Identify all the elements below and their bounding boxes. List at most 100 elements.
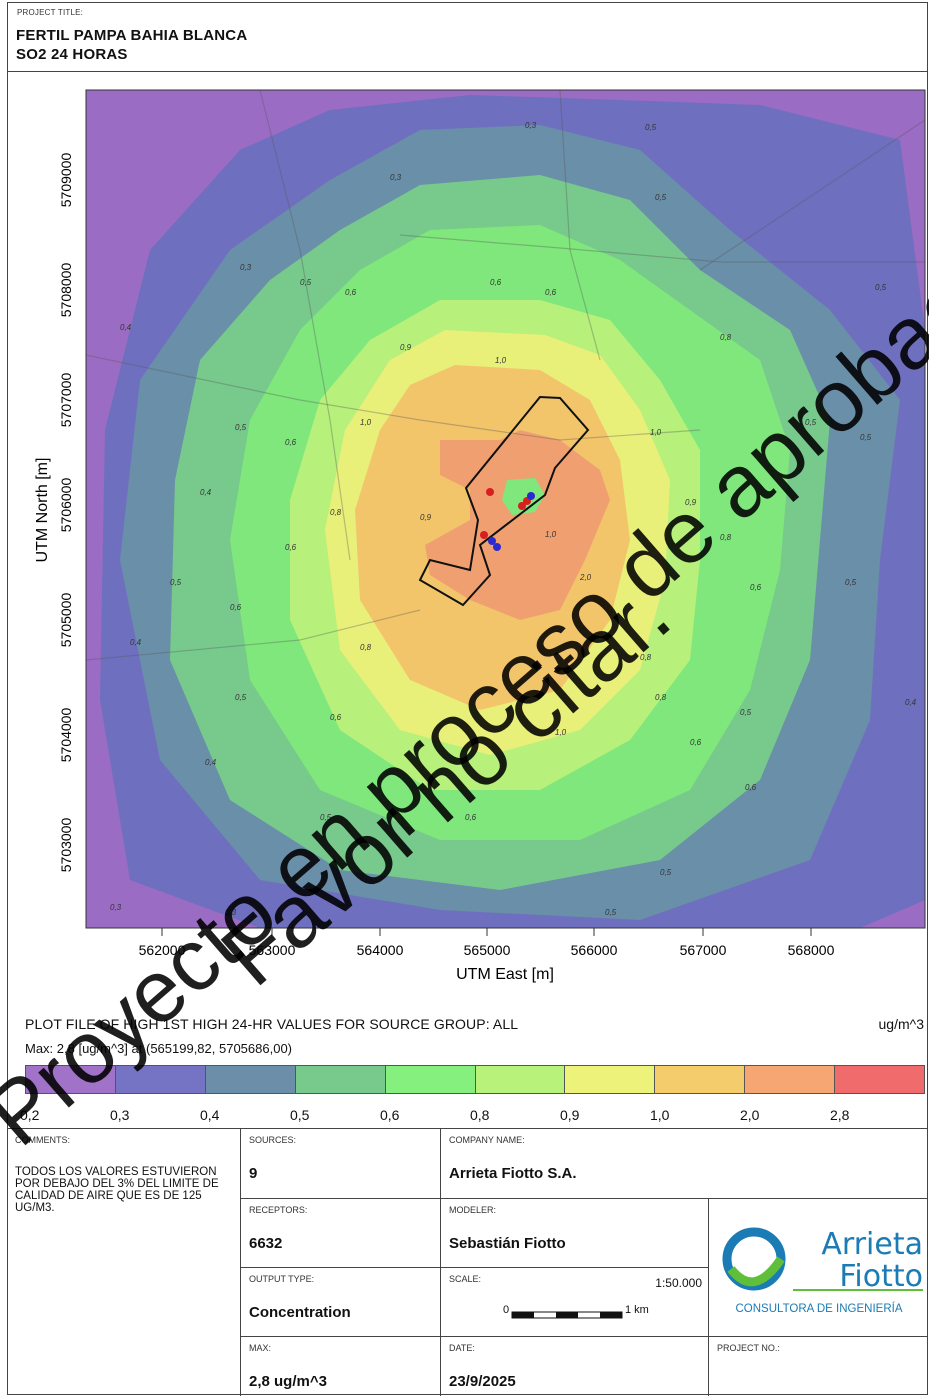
company-cell: COMPANY NAME: Arrieta Fiotto S.A. bbox=[440, 1129, 928, 1198]
comments-label: COMMENTS: bbox=[15, 1135, 70, 1145]
contour-label: 0,4 bbox=[130, 638, 142, 647]
contour-label: 0,5 bbox=[235, 693, 247, 702]
project-no-cell: PROJECT NO.: bbox=[708, 1336, 928, 1396]
x-tick-label: 566000 bbox=[571, 942, 618, 958]
legend-label: 0,6 bbox=[380, 1107, 400, 1123]
legend-label: 0,9 bbox=[560, 1107, 580, 1123]
legend-swatch bbox=[115, 1066, 206, 1093]
y-tick-label: 5703000 bbox=[58, 818, 74, 873]
scale-value: 1:50.000 bbox=[655, 1276, 702, 1290]
contour-label: 0,5 bbox=[805, 418, 817, 427]
contour-map: 0,3 0,4 0,3 0,3 0,5 0,5 0,5 0,6 0,6 0,6 0,9 1,0 0,5 0… bbox=[34, 89, 926, 983]
source-markers bbox=[480, 488, 535, 551]
logo-line2: Fiotto bbox=[839, 1259, 923, 1294]
x-axis-ticks: 562000 563000 564000 565000 566000 567000 5680… bbox=[139, 928, 835, 958]
modeler-value: Sebastián Fiotto bbox=[449, 1235, 566, 1252]
color-legend bbox=[25, 1065, 925, 1094]
project-title-line2: SO2 24 HORAS bbox=[16, 46, 128, 63]
max-value: 2,8 ug/m^3 bbox=[249, 1373, 327, 1390]
receptors-value: 6632 bbox=[249, 1235, 283, 1252]
contour-label: 1,0 bbox=[545, 530, 557, 539]
scale-bar bbox=[511, 1311, 623, 1319]
contour-label: 0,5 bbox=[645, 123, 657, 132]
legend-label: 0,3 bbox=[110, 1107, 130, 1123]
contour-label: 2,0 bbox=[579, 573, 592, 582]
max-value-line: Max: 2,8 [ug/m^3] at (565199,82, 5705686… bbox=[25, 1041, 293, 1056]
y-tick-label: 5707000 bbox=[58, 373, 74, 428]
contour-label: 1,0 bbox=[555, 728, 567, 737]
modeler-label: MODELER: bbox=[449, 1205, 497, 1215]
contour-label: 0,6 bbox=[230, 603, 242, 612]
modeler-cell: MODELER: Sebastián Fiotto bbox=[440, 1198, 708, 1267]
contour-label: 1,0 bbox=[495, 356, 507, 365]
contour-label: 0,9 bbox=[400, 343, 412, 352]
x-tick-label: 564000 bbox=[357, 942, 404, 958]
project-no-label: PROJECT NO.: bbox=[717, 1343, 780, 1353]
contour-label: 0,5 bbox=[605, 908, 617, 917]
company-label: COMPANY NAME: bbox=[449, 1135, 525, 1145]
contour-label: 0,6 bbox=[330, 713, 342, 722]
legend-swatch bbox=[295, 1066, 386, 1093]
map-border bbox=[85, 89, 926, 929]
legend-swatch bbox=[26, 1066, 116, 1093]
contour-label: 0,8 bbox=[640, 653, 652, 662]
contour-label: 0,4 bbox=[905, 698, 917, 707]
contour-label: 0,3 bbox=[110, 903, 122, 912]
contour-label: 0,9 bbox=[685, 498, 697, 507]
logo-line1: Arrieta bbox=[821, 1227, 923, 1262]
contour-label: 0,4 bbox=[205, 758, 217, 767]
contour-label: 0,8 bbox=[655, 693, 667, 702]
scale-zero: 0 bbox=[503, 1304, 510, 1316]
contour-label: 0,6 bbox=[690, 738, 702, 747]
output-type-label: OUTPUT TYPE: bbox=[249, 1274, 315, 1284]
legend-label: 2,0 bbox=[740, 1107, 760, 1123]
output-type-value: Concentration bbox=[249, 1304, 351, 1321]
unit-label: ug/m^3 bbox=[878, 1016, 924, 1032]
legend-swatch bbox=[205, 1066, 296, 1093]
legend-label: 0,8 bbox=[470, 1107, 490, 1123]
y-tick-label: 5705000 bbox=[58, 593, 74, 648]
scale-label: SCALE: bbox=[449, 1274, 482, 1284]
legend-label: 0,5 bbox=[290, 1107, 310, 1123]
date-label: DATE: bbox=[449, 1343, 475, 1353]
y-tick-label: 5709000 bbox=[58, 153, 74, 208]
x-axis-title: UTM East [m] bbox=[456, 966, 554, 983]
receptors-label: RECEPTORS: bbox=[249, 1205, 308, 1215]
legend-swatch bbox=[475, 1066, 566, 1093]
sources-cell: SOURCES: 9 bbox=[240, 1129, 440, 1198]
legend-swatch bbox=[565, 1066, 656, 1093]
contour-label: 0,6 bbox=[345, 288, 357, 297]
contour-label: 0,5 bbox=[740, 708, 752, 717]
plot-description: PLOT FILE OF HIGH 1ST HIGH 24-HR VALUES … bbox=[25, 1016, 519, 1032]
comments-cell: COMMENTS: TODOS LOS VALORES ESTUVIERON P… bbox=[7, 1129, 240, 1396]
contour-label: 0,5 bbox=[300, 278, 312, 287]
contour-label: 0,4 bbox=[120, 323, 132, 332]
contour-label: 0,9 bbox=[420, 513, 432, 522]
logo-cell: Arrieta Fiotto CONSULTORA DE INGENIERÍA bbox=[708, 1198, 928, 1336]
legend-label: 0,2 bbox=[20, 1107, 40, 1123]
contour-labels: 0,3 0,4 0,3 0,3 0,5 0,5 0,5 0,6 0,6 0,6 0,9 1,0 0,5 0… bbox=[110, 121, 917, 917]
contour-label: 0,6 bbox=[285, 543, 297, 552]
contour-label: 0,6 bbox=[490, 278, 502, 287]
legend-label: 2,8 bbox=[830, 1107, 850, 1123]
contour-label: 0,3 bbox=[225, 908, 237, 917]
logo-subtitle: CONSULTORA DE INGENIERÍA bbox=[736, 1302, 903, 1315]
info-block: COMMENTS: TODOS LOS VALORES ESTUVIERON P… bbox=[7, 1128, 928, 1396]
contour-label: 0,6 bbox=[465, 813, 477, 822]
output-type-cell: OUTPUT TYPE: Concentration bbox=[240, 1267, 440, 1336]
page-frame bbox=[7, 2, 928, 1395]
contour-label: 0,5 bbox=[235, 423, 247, 432]
project-title-line1: FERTIL PAMPA BAHIA BLANCA bbox=[16, 27, 248, 44]
y-tick-label: 5706000 bbox=[58, 478, 74, 533]
receptors-cell: RECEPTORS: 6632 bbox=[240, 1198, 440, 1267]
y-tick-label: 5704000 bbox=[58, 708, 74, 763]
contour-label: 0,3 bbox=[240, 263, 252, 272]
contour-label: 0,6 bbox=[545, 288, 557, 297]
contour-label: 0,6 bbox=[745, 783, 757, 792]
x-tick-label: 565000 bbox=[464, 942, 511, 958]
scale-km: 1 km bbox=[625, 1304, 649, 1316]
date-cell: DATE: 23/9/2025 bbox=[440, 1336, 708, 1396]
max-label: MAX: bbox=[249, 1343, 272, 1353]
contour-label: 0,5 bbox=[170, 578, 182, 587]
contour-label: 0,5 bbox=[875, 283, 887, 292]
